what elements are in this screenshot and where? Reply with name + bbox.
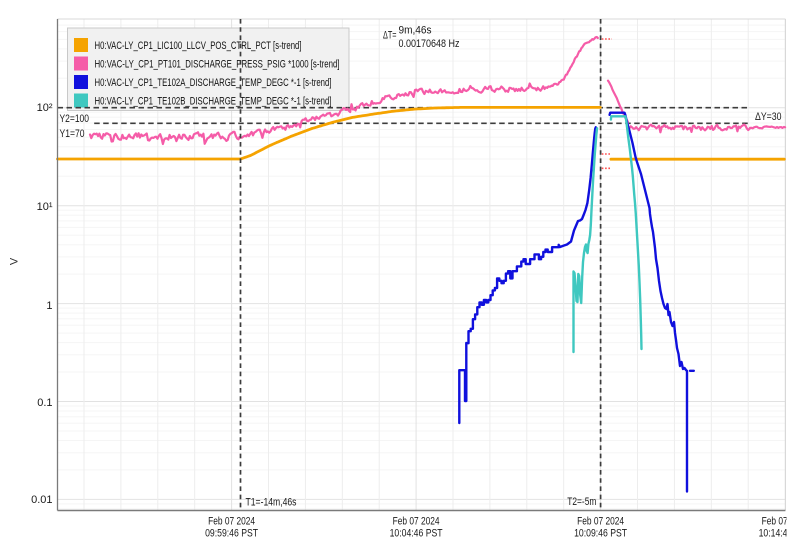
svg-text:Y1=70: Y1=70 (60, 128, 85, 140)
svg-text:9m,46s: 9m,46s (399, 25, 432, 37)
svg-text:1: 1 (46, 300, 52, 312)
svg-text:T2=-5m: T2=-5m (567, 496, 596, 508)
svg-text:0.01: 0.01 (31, 494, 52, 506)
svg-text:H0:VAC-LY_CP1_TE102A_DISCHARGE: H0:VAC-LY_CP1_TE102A_DISCHARGE_TEMP_DEGC… (95, 77, 332, 89)
svg-text:Feb 07 2024: Feb 07 2024 (577, 516, 624, 528)
svg-text:10:09:46 PST: 10:09:46 PST (574, 528, 627, 540)
svg-text:0.00170648 Hz: 0.00170648 Hz (399, 38, 460, 50)
svg-text:10:14:46 PST: 10:14:46 PST (759, 528, 804, 540)
svg-text:Feb 07 2024: Feb 07 2024 (208, 516, 255, 528)
svg-text:10²: 10² (37, 102, 53, 114)
svg-text:H0:VAC-LY_CP1_LIC100_LLCV_POS_: H0:VAC-LY_CP1_LIC100_LLCV_POS_CTRL_PCT [… (95, 40, 302, 52)
svg-text:ΔY=30: ΔY=30 (755, 111, 782, 123)
svg-text:10¹: 10¹ (37, 201, 53, 213)
svg-text:H0:VAC-LY_CP1_TE102B_DISCHARGE: H0:VAC-LY_CP1_TE102B_DISCHARGE_TEMP_DEGC… (95, 95, 332, 107)
svg-text:T1=-14m,46s: T1=-14m,46s (246, 497, 297, 509)
svg-text:10:04:46 PST: 10:04:46 PST (390, 528, 443, 540)
svg-text:0.1: 0.1 (37, 397, 52, 409)
svg-text:H0:VAC-LY_CP1_PT101_DISCHARGE_: H0:VAC-LY_CP1_PT101_DISCHARGE_PRESS_PSIG… (95, 58, 340, 70)
svg-text:Y2=100: Y2=100 (60, 113, 90, 125)
svg-text:Feb 07 2024: Feb 07 2024 (762, 516, 804, 528)
svg-text:ΔT=: ΔT= (383, 30, 397, 42)
svg-text:09:59:46 PST: 09:59:46 PST (205, 528, 258, 540)
svg-text:Feb 07 2024: Feb 07 2024 (393, 516, 440, 528)
svg-text:V: V (9, 257, 21, 265)
